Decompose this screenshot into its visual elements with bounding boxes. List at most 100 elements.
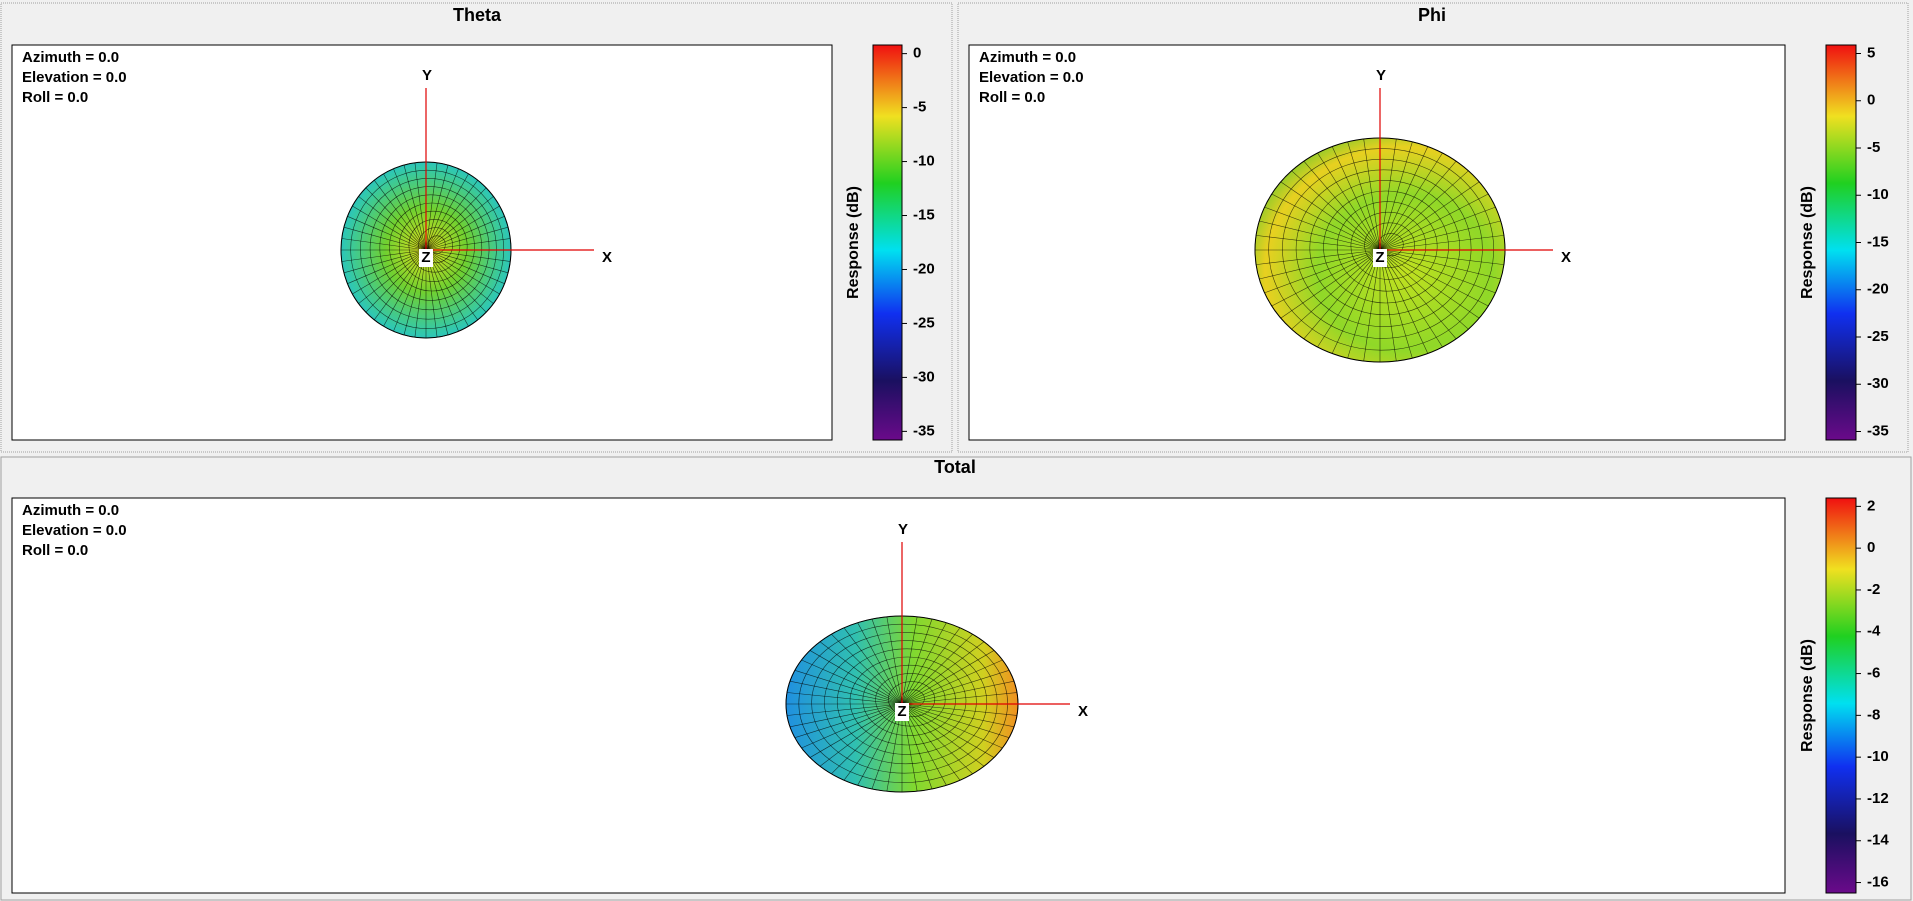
colorbar-tick-label: -30	[1867, 375, 1889, 392]
mesh-line	[425, 249, 500, 295]
colorbar-tick-label: -15	[913, 206, 935, 223]
mesh-line	[1317, 152, 1381, 251]
mesh-line	[1379, 249, 1413, 359]
mesh-line	[358, 196, 427, 251]
mesh-line	[1256, 235, 1381, 251]
mesh-ring	[1309, 180, 1461, 316]
mesh-line	[425, 173, 469, 251]
mesh-line	[1264, 249, 1381, 294]
colorbar-tick-label: -10	[1867, 186, 1889, 203]
z-axis-label: Z	[421, 249, 430, 266]
mesh-line	[358, 249, 427, 304]
mesh-line	[901, 670, 1010, 705]
mesh-ring	[1323, 190, 1449, 304]
mesh-line	[425, 226, 509, 251]
mesh-line	[901, 622, 947, 705]
mesh-line	[425, 216, 505, 251]
mesh-line	[1331, 146, 1381, 251]
mesh-line	[425, 249, 505, 284]
mesh-line	[1280, 249, 1381, 319]
mesh-line	[901, 618, 933, 705]
mesh-line	[1259, 220, 1381, 251]
mesh-line	[1347, 249, 1381, 359]
mesh-line	[901, 703, 1018, 716]
mesh-line	[1379, 152, 1443, 251]
mesh-line	[425, 180, 478, 251]
mesh-line	[1291, 249, 1381, 330]
mesh-line	[794, 703, 903, 738]
mesh-line	[347, 249, 427, 284]
mesh-line	[819, 703, 903, 767]
mesh-line	[901, 659, 1003, 705]
mesh-line	[383, 173, 427, 251]
mesh-line	[352, 205, 427, 251]
mesh-line	[1379, 160, 1457, 251]
panel-title: Total	[934, 457, 976, 477]
mesh-line	[383, 249, 427, 327]
mesh-line	[843, 627, 903, 705]
colorbar-tick-label: -20	[1867, 281, 1889, 298]
mesh-line	[901, 703, 973, 775]
colorbar	[1825, 497, 1857, 894]
mesh-line	[425, 249, 511, 262]
view-info: Azimuth = 0.0	[22, 49, 119, 66]
colorbar	[872, 44, 903, 441]
z-label-box	[895, 703, 909, 721]
mesh-line	[374, 180, 427, 251]
mesh-line	[374, 249, 427, 320]
mesh-line	[341, 238, 427, 251]
mesh-line	[901, 616, 918, 705]
mesh-line	[831, 703, 903, 775]
y-axis-label: Y	[898, 521, 908, 538]
mesh-line	[1379, 249, 1469, 330]
mesh-line	[1271, 193, 1381, 251]
mesh-line	[857, 622, 903, 705]
mesh-line	[1379, 249, 1504, 265]
colorbar-tick-label: 0	[913, 45, 921, 62]
colorbar-tick-label: -10	[913, 153, 935, 170]
z-axis-label: Z	[897, 703, 906, 720]
mesh-line	[901, 703, 961, 781]
mesh-line	[1379, 206, 1496, 251]
x-axis-label: X	[602, 249, 612, 266]
view-info: Azimuth = 0.0	[22, 502, 119, 519]
mesh-line	[425, 168, 459, 251]
mesh-line	[901, 703, 947, 786]
colorbar-tick-label: -20	[913, 260, 935, 277]
mesh-ring	[1364, 222, 1415, 268]
x-axis-label: X	[1078, 703, 1088, 720]
mesh-line	[1291, 170, 1381, 251]
mesh-line	[786, 703, 903, 716]
mesh-line	[801, 703, 903, 749]
mesh-ring	[1282, 158, 1483, 339]
y-axis-label: Y	[1376, 67, 1386, 84]
colorbar-tick-label: -16	[1867, 874, 1889, 891]
mesh-line	[1379, 193, 1489, 251]
z-axis-label: Z	[1375, 249, 1384, 266]
mesh-ring	[1295, 169, 1472, 327]
colorbar-tick-label: -25	[1867, 328, 1889, 345]
view-info: Roll = 0.0	[979, 89, 1045, 106]
colorbar-tick-label: -14	[1867, 832, 1889, 849]
mesh-line	[343, 226, 427, 251]
mesh-line	[1379, 249, 1397, 362]
mesh-ring	[379, 194, 483, 301]
mesh-ring	[360, 178, 497, 320]
colorbar-tick-label: -15	[1867, 233, 1889, 250]
mesh-line	[886, 616, 903, 705]
mesh-line	[809, 650, 903, 705]
mesh-line	[843, 703, 903, 781]
mesh-line	[901, 703, 985, 767]
mesh-ring	[836, 648, 977, 755]
colorbar-tick-label: 0	[1867, 92, 1875, 109]
mesh-line	[1264, 206, 1381, 251]
mesh-line	[1331, 249, 1381, 354]
mesh-line	[1280, 181, 1381, 251]
mesh-line	[1259, 249, 1381, 280]
mesh-line	[1303, 160, 1381, 251]
mesh-ring	[369, 186, 490, 311]
colorbar-tick-label: -4	[1867, 623, 1881, 640]
mesh-line	[857, 703, 903, 786]
z-label-box	[1373, 249, 1387, 267]
mesh-line	[1379, 249, 1496, 294]
